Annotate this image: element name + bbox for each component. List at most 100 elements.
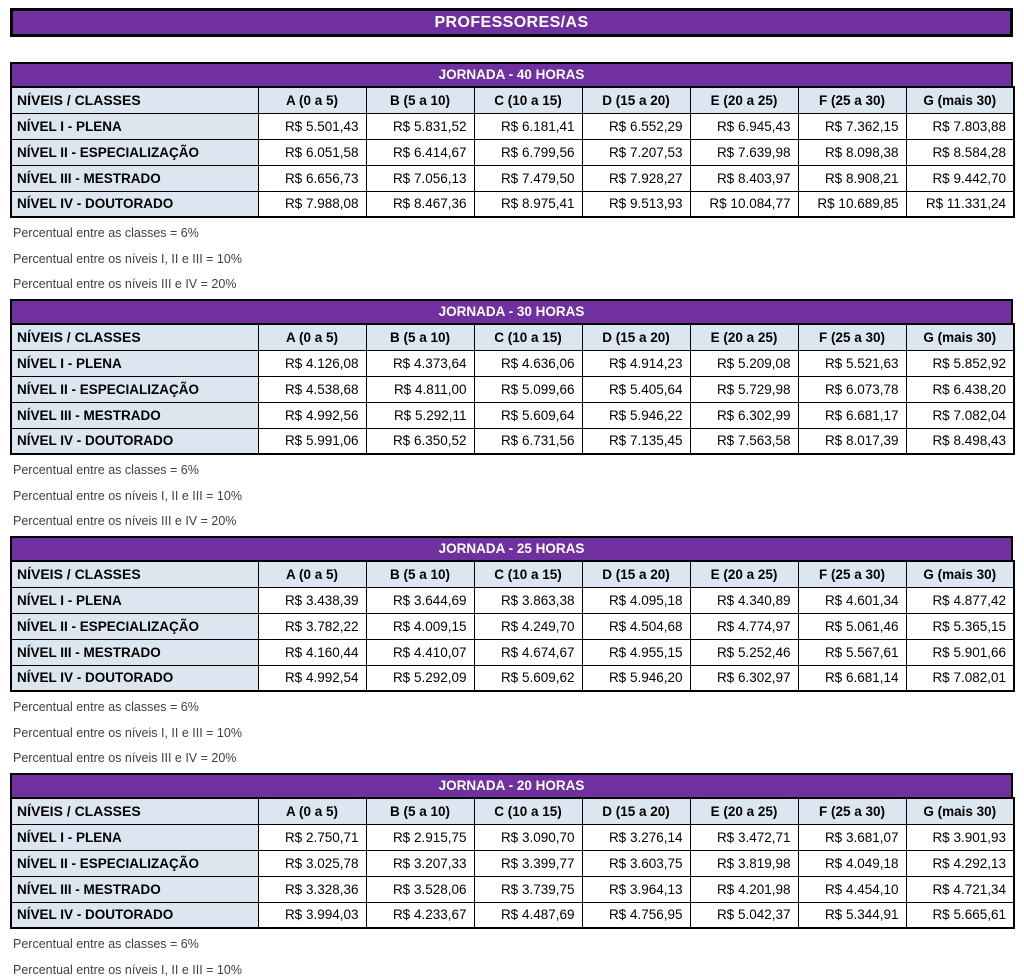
salary-cell: R$ 4.160,44: [257, 638, 367, 666]
salary-cell: R$ 4.292,13: [905, 849, 1015, 877]
salary-cell: R$ 4.504,68: [581, 612, 691, 640]
salary-cell: R$ 5.405,64: [581, 375, 691, 403]
row-label: NÍVEL IV - DOUTORADO: [10, 664, 259, 692]
salary-cell: R$ 6.181,41: [473, 112, 583, 140]
salary-cell: R$ 5.344,91: [797, 901, 907, 929]
salary-cell: R$ 8.498,43: [905, 427, 1015, 455]
salary-cell: R$ 3.438,39: [257, 586, 367, 614]
row-label: NÍVEL III - MESTRADO: [10, 164, 259, 192]
jornada-header-jornada-20-horas: JORNADA - 20 HORAS: [10, 773, 1013, 797]
salary-cell: R$ 6.350,52: [365, 427, 475, 455]
salary-cell: R$ 4.674,67: [473, 638, 583, 666]
salary-cell: R$ 4.774,97: [689, 612, 799, 640]
column-header-niveis-classes: NÍVEIS / CLASSES: [10, 86, 259, 114]
salary-cell: R$ 6.799,56: [473, 138, 583, 166]
column-header-1: A (0 a 5): [257, 86, 367, 114]
salary-cell: R$ 6.731,56: [473, 427, 583, 455]
salary-cell: R$ 3.090,70: [473, 823, 583, 851]
column-header-4: D (15 a 20): [581, 797, 691, 825]
salary-cell: R$ 4.340,89: [689, 586, 799, 614]
column-header-4: D (15 a 20): [581, 86, 691, 114]
salary-cell: R$ 4.601,34: [797, 586, 907, 614]
salary-cell: R$ 9.442,70: [905, 164, 1015, 192]
note-line: Percentual entre os níveis III e IV = 20…: [13, 514, 237, 528]
salary-cell: R$ 5.252,46: [689, 638, 799, 666]
salary-cell: R$ 3.472,71: [689, 823, 799, 851]
salary-cell: R$ 3.863,38: [473, 586, 583, 614]
table-row: NÍVEL II - ESPECIALIZAÇÃO R$ 3.782,22 R$ 4…: [10, 612, 1015, 640]
salary-cell: R$ 3.994,03: [257, 901, 367, 929]
note-line: Percentual entre os níveis I, II e III =…: [13, 488, 242, 503]
row-label: NÍVEL II - ESPECIALIZAÇÃO: [10, 375, 259, 403]
salary-cell: R$ 4.721,34: [905, 875, 1015, 903]
salary-cell: R$ 3.644,69: [365, 586, 475, 614]
salary-cell: R$ 5.946,20: [581, 664, 691, 692]
table-row: NÍVEL I - PLENA R$ 4.126,08 R$ 4.373,64 R$ …: [10, 349, 1015, 377]
table-row: NÍVEL III - MESTRADO R$ 3.328,36 R$ 3.528,…: [10, 875, 1015, 903]
salary-cell: R$ 4.756,95: [581, 901, 691, 929]
row-label: NÍVEL I - PLENA: [10, 823, 259, 851]
salary-cell: R$ 8.908,21: [797, 164, 907, 192]
salary-cell: R$ 10.084,77: [689, 190, 799, 218]
salary-cell: R$ 6.945,43: [689, 112, 799, 140]
salary-cell: R$ 3.819,98: [689, 849, 799, 877]
salary-cell: R$ 5.901,66: [905, 638, 1015, 666]
column-header-3: C (10 a 15): [473, 797, 583, 825]
salary-cell: R$ 6.073,78: [797, 375, 907, 403]
salary-cell: R$ 7.928,27: [581, 164, 691, 192]
salary-cell: R$ 7.563,58: [689, 427, 799, 455]
salary-table-jornada-20-horas: NÍVEIS / CLASSES A (0 a 5) B (5 a 10) C (10…: [10, 797, 1015, 929]
salary-cell: R$ 4.487,69: [473, 901, 583, 929]
salary-cell: R$ 3.739,75: [473, 875, 583, 903]
column-header-1: A (0 a 5): [257, 560, 367, 588]
jornada-header-jornada-25-horas: JORNADA - 25 HORAS: [10, 536, 1013, 560]
column-header-7: G (mais 30): [905, 86, 1015, 114]
salary-cell: R$ 6.656,73: [257, 164, 367, 192]
salary-cell: R$ 8.403,97: [689, 164, 799, 192]
salary-cell: R$ 6.414,67: [365, 138, 475, 166]
row-label: NÍVEL III - MESTRADO: [10, 875, 259, 903]
salary-cell: R$ 8.584,28: [905, 138, 1015, 166]
salary-cell: R$ 4.811,00: [365, 375, 475, 403]
salary-cell: R$ 4.095,18: [581, 586, 691, 614]
salary-cell: R$ 5.609,62: [473, 664, 583, 692]
salary-cell: R$ 9.513,93: [581, 190, 691, 218]
row-label: NÍVEL II - ESPECIALIZAÇÃO: [10, 849, 259, 877]
salary-cell: R$ 3.681,07: [797, 823, 907, 851]
salary-cell: R$ 6.438,20: [905, 375, 1015, 403]
salary-cell: R$ 4.126,08: [257, 349, 367, 377]
salary-cell: R$ 4.049,18: [797, 849, 907, 877]
salary-cell: R$ 4.249,70: [473, 612, 583, 640]
jornada-section-jornada-20-horas: JORNADA - 20 HORAS NÍVEIS / CLASSES A (0 a…: [10, 773, 1015, 976]
tables-container: JORNADA - 40 HORAS NÍVEIS / CLASSES A (0 a…: [10, 62, 1015, 976]
salary-cell: R$ 4.009,15: [365, 612, 475, 640]
salary-cell: R$ 7.639,98: [689, 138, 799, 166]
salary-table-jornada-30-horas: NÍVEIS / CLASSES A (0 a 5) B (5 a 10) C (10…: [10, 323, 1015, 455]
row-label: NÍVEL II - ESPECIALIZAÇÃO: [10, 612, 259, 640]
salary-cell: R$ 6.302,99: [689, 401, 799, 429]
salary-cell: R$ 3.328,36: [257, 875, 367, 903]
column-header-5: E (20 a 25): [689, 560, 799, 588]
note-line: Percentual entre as classes = 6%: [13, 463, 199, 477]
jornada-header-jornada-40-horas: JORNADA - 40 HORAS: [10, 62, 1013, 86]
salary-cell: R$ 7.135,45: [581, 427, 691, 455]
note-line: Percentual entre os níveis III e IV = 20…: [13, 277, 237, 291]
row-label: NÍVEL III - MESTRADO: [10, 638, 259, 666]
column-header-row: NÍVEIS / CLASSES A (0 a 5) B (5 a 10) C (10…: [10, 560, 1015, 588]
salary-table-jornada-25-horas: NÍVEIS / CLASSES A (0 a 5) B (5 a 10) C (10…: [10, 560, 1015, 692]
salary-cell: R$ 5.852,92: [905, 349, 1015, 377]
salary-cell: R$ 7.082,04: [905, 401, 1015, 429]
salary-cell: R$ 4.992,54: [257, 664, 367, 692]
column-header-6: F (25 a 30): [797, 797, 907, 825]
notes-block: Percentual entre as classes = 6% Percentu…: [13, 695, 1013, 773]
column-header-1: A (0 a 5): [257, 797, 367, 825]
salary-cell: R$ 5.567,61: [797, 638, 907, 666]
salary-cell: R$ 5.365,15: [905, 612, 1015, 640]
column-header-3: C (10 a 15): [473, 323, 583, 351]
note-line: Percentual entre os níveis I, II e III =…: [13, 962, 242, 976]
table-row: NÍVEL III - MESTRADO R$ 6.656,73 R$ 7.056,…: [10, 164, 1015, 192]
salary-cell: R$ 4.233,67: [365, 901, 475, 929]
salary-cell: R$ 4.201,98: [689, 875, 799, 903]
salary-cell: R$ 8.098,38: [797, 138, 907, 166]
row-label: NÍVEL I - PLENA: [10, 586, 259, 614]
